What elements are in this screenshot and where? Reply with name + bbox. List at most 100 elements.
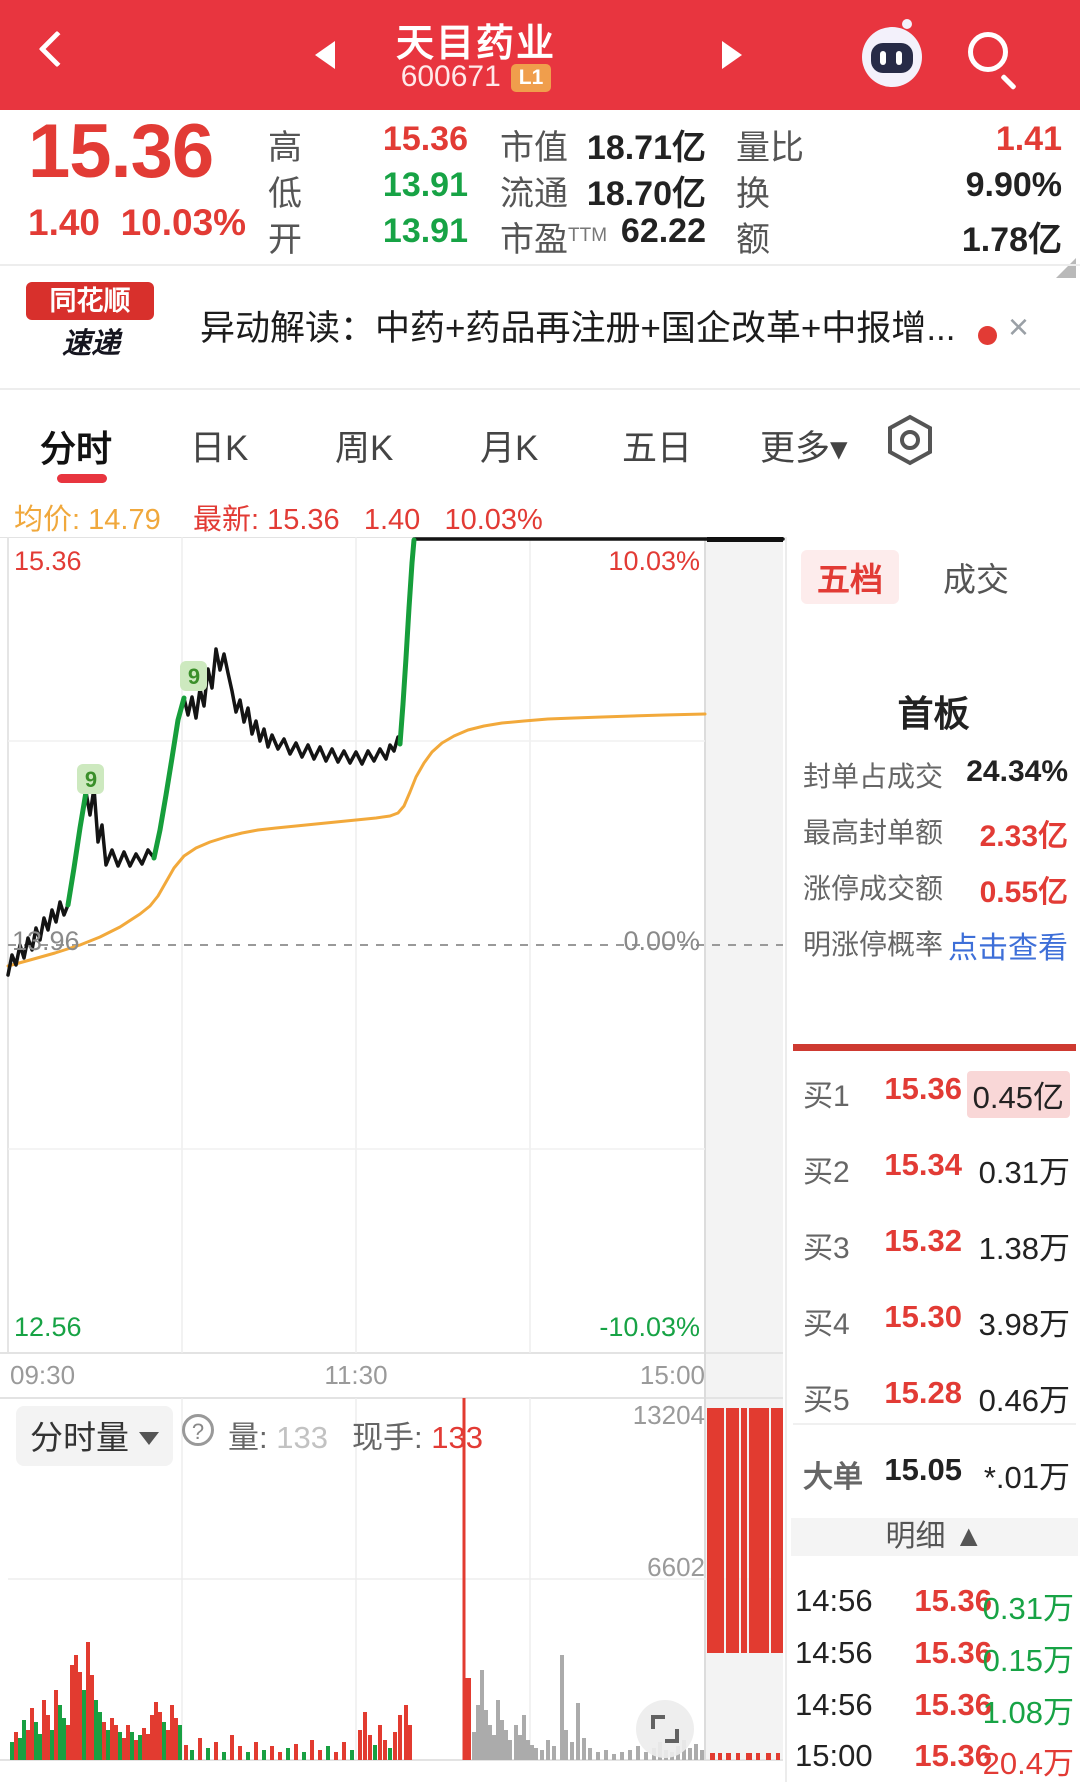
volume-bar [42, 1700, 46, 1760]
summary-expand-fold[interactable] [1056, 258, 1076, 278]
volume-bar [710, 1753, 715, 1760]
volume-bar [518, 1735, 522, 1760]
tx-amount: 0.31万 [982, 1591, 1074, 1626]
volume-bar [46, 1715, 50, 1760]
volume-bar [318, 1750, 322, 1760]
volume-bar [488, 1725, 492, 1760]
volume-bar [58, 1705, 62, 1760]
close-auction-bar [749, 1408, 769, 1653]
volume-bar [465, 1678, 471, 1760]
news-banner-text[interactable]: 异动解读：中药+药品再注册+国企改革+中报增... [200, 309, 956, 348]
buy-level-label: 买5 [803, 1384, 850, 1417]
summary-label: 低 [268, 175, 302, 213]
tab-five-levels[interactable]: 五档 [801, 550, 899, 604]
signal-flag [77, 764, 104, 794]
tab-五日[interactable]: 五日 [622, 429, 693, 468]
volume-bar [230, 1735, 234, 1760]
tab-周K[interactable]: 周K [335, 429, 394, 468]
volume-bar [522, 1715, 526, 1760]
fullscreen-icon[interactable] [636, 1700, 694, 1758]
next-stock-icon[interactable] [722, 41, 742, 69]
search-icon[interactable] [968, 32, 1017, 91]
volume-bar [98, 1712, 102, 1760]
avg-price: 14.79 [88, 504, 161, 536]
sell-buy-divider [793, 1044, 1076, 1051]
buy-order-row: 买5 15.28 0.46万 [787, 1375, 1080, 1419]
volume-bar [82, 1690, 86, 1760]
volume-bar [270, 1746, 274, 1760]
close-auction-bar [771, 1408, 783, 1653]
tx-time: 15:00 [795, 1738, 873, 1773]
detail-toggle[interactable]: 明细 ▲ [791, 1518, 1078, 1556]
volume-bar [504, 1730, 508, 1760]
summary-label: 开 [268, 221, 302, 259]
buy-level-price: 15.28 [884, 1375, 962, 1410]
volume-value: 133 [276, 1420, 328, 1455]
assistant-robot-icon[interactable] [862, 19, 922, 87]
signal-flag [180, 661, 207, 691]
buy-level-price: 15.32 [884, 1223, 962, 1258]
volume-bar [564, 1730, 568, 1760]
divider [0, 264, 1080, 266]
prev-stock-icon[interactable] [315, 41, 335, 69]
transaction-row: 14:56 15.36 0.31万 [787, 1583, 1080, 1626]
volume-bar [576, 1703, 580, 1760]
volume-bar [154, 1702, 158, 1760]
chart-settings-icon[interactable] [884, 414, 936, 466]
volume-bar [114, 1725, 118, 1760]
volume-bar [612, 1754, 616, 1760]
volume-bar [134, 1740, 138, 1760]
chart-max-price-label: 15.36 [14, 546, 82, 576]
volume-bar [508, 1740, 512, 1760]
summary-value: 15.36 [382, 120, 468, 158]
stat-row: 封单占成交 24.34% [787, 755, 1080, 795]
volume-bar [736, 1753, 740, 1760]
volume-bar [286, 1748, 290, 1760]
summary-label: 市值 [500, 129, 568, 167]
summary-value: 62.22 [620, 212, 706, 250]
volume-bar [368, 1735, 372, 1760]
volume-bar [530, 1745, 534, 1760]
tab-月K[interactable]: 月K [480, 429, 539, 468]
time-tick-1130: 11:30 [324, 1360, 388, 1390]
volume-bar [174, 1718, 178, 1760]
volume-bar [206, 1748, 210, 1760]
transaction-row: 15:00 15.36 20.4万 [787, 1738, 1080, 1781]
chevron-down-icon [139, 1432, 159, 1445]
summary-value: 18.70亿 [586, 175, 706, 213]
buy-level-label: 买3 [803, 1232, 850, 1265]
tab-分时[interactable]: 分时 [40, 428, 113, 469]
volume-bar [162, 1722, 166, 1760]
volume-bar [142, 1728, 146, 1760]
volume-bar [628, 1750, 632, 1760]
volume-bar [334, 1752, 338, 1760]
volume-bar [122, 1738, 126, 1760]
volume-bar [388, 1748, 392, 1760]
volume-bar [238, 1746, 242, 1760]
volume-type-dropdown[interactable]: 分时量 [16, 1406, 173, 1466]
close-banner-icon[interactable]: × [1008, 306, 1030, 347]
volume-bar [54, 1690, 58, 1760]
intraday-chart[interactable]: 999 [0, 537, 785, 1762]
back-icon[interactable] [38, 30, 76, 68]
tab-日K[interactable]: 日K [190, 429, 249, 468]
limit-up-seal-line [707, 537, 783, 542]
volume-bar [62, 1718, 66, 1760]
volume-bar [534, 1748, 538, 1760]
help-icon[interactable]: ? [182, 1414, 214, 1446]
volume-bar [30, 1708, 34, 1760]
volume-bar [178, 1725, 182, 1760]
volume-bar [373, 1745, 377, 1760]
buy-order-row: 买1 15.36 0.45亿 [787, 1071, 1080, 1118]
summary-value: 1.41 [995, 120, 1062, 158]
volume-bar [484, 1710, 488, 1760]
active-tab-underline [57, 474, 107, 483]
stat-value[interactable]: 点击查看 [948, 932, 1068, 965]
current-hand-label: 现手: 133 [352, 1420, 483, 1455]
summary-label: 额 [736, 221, 770, 259]
volume-bar [94, 1700, 98, 1760]
tab-transactions[interactable]: 成交 [943, 561, 1009, 598]
stat-label: 涨停成交额 [803, 873, 944, 904]
tab-更多▾[interactable]: 更多▾ [760, 429, 848, 468]
volume-bar [546, 1740, 550, 1760]
